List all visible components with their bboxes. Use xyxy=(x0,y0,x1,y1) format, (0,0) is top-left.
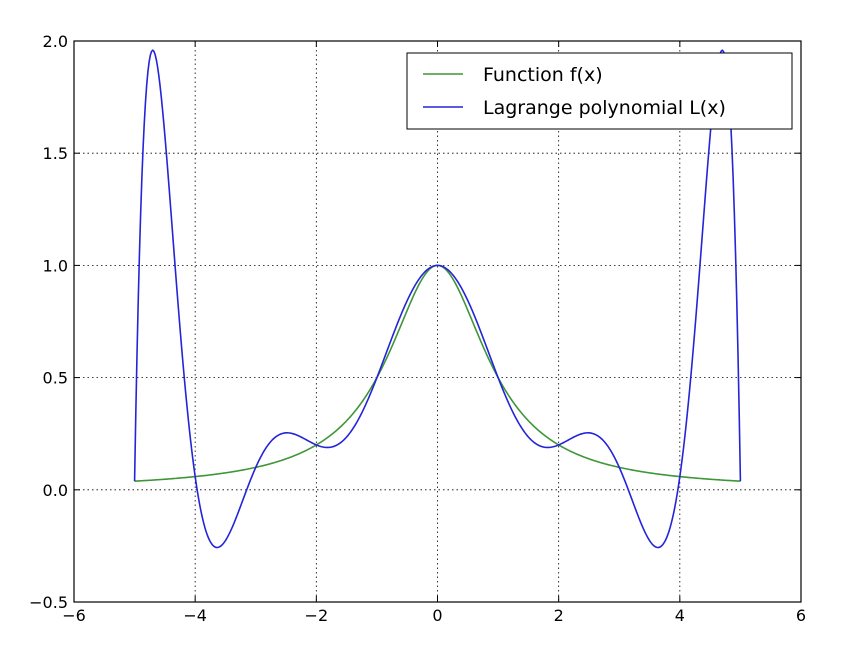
x-tick-label: 2 xyxy=(554,606,564,625)
y-tick-label: 2.0 xyxy=(43,32,68,51)
x-tick-label: 0 xyxy=(432,606,442,625)
x-tick-label: 4 xyxy=(675,606,685,625)
y-tick-label: 0.5 xyxy=(43,369,68,388)
x-tick-label: −6 xyxy=(62,606,86,625)
series-line-lagrange xyxy=(133,49,742,549)
y-tick-label: 1.5 xyxy=(43,144,68,163)
y-tick-label: 1.0 xyxy=(43,256,68,275)
legend-entry-label: Lagrange polynomial L(x) xyxy=(483,97,726,119)
legend-box xyxy=(406,52,793,130)
series-layer xyxy=(133,49,742,549)
x-tick-label: −2 xyxy=(305,606,329,625)
axis-ticks: −6 −4 −2 0 2 4 6 −0.5 0.0 0.5 1.0 1.5 2.0 xyxy=(29,32,806,625)
y-tick-label: −0.5 xyxy=(29,593,68,612)
x-tick-label: 6 xyxy=(796,606,806,625)
legend-entry-label: Function f(x) xyxy=(483,64,603,86)
y-tick-label: 0.0 xyxy=(43,481,68,500)
x-tick-label: −4 xyxy=(183,606,207,625)
legend: Function f(x) Lagrange polynomial L(x) xyxy=(406,52,793,130)
